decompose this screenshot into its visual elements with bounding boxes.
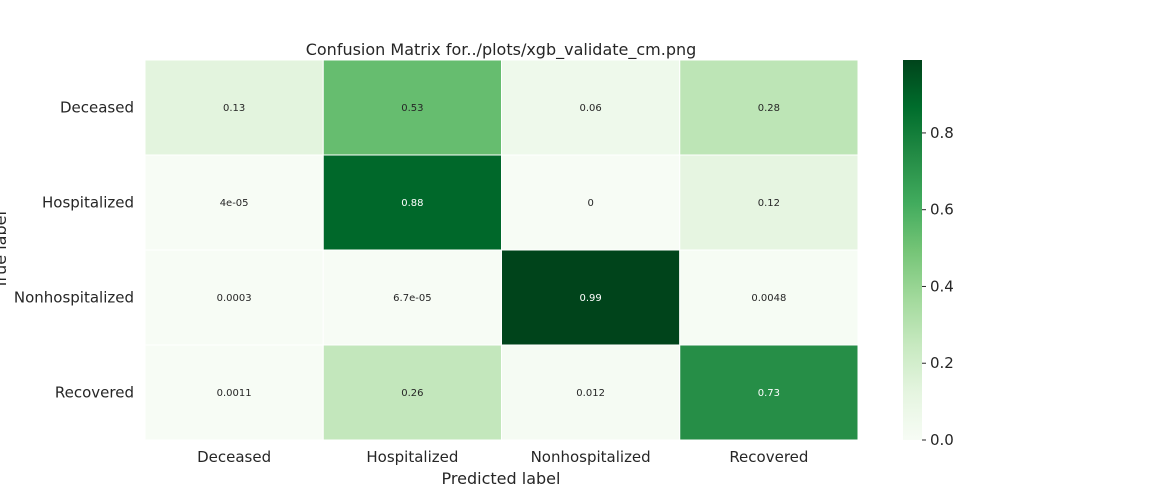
cell-value-label: 0.06 (579, 103, 601, 114)
x-tick-labels: Deceased Hospitalized Nonhospitalized Recov… (197, 448, 808, 466)
heatmap-cell (322, 344, 502, 441)
cell-value-label: 6.7e-05 (393, 293, 431, 304)
y-tick-label: Recovered (55, 384, 134, 402)
heatmap-cell (501, 59, 681, 156)
y-tick-label: Deceased (60, 99, 134, 117)
heatmap-cell (679, 59, 859, 156)
cell-value-label: 0.0003 (217, 293, 252, 304)
x-axis-label: Predicted label (442, 469, 561, 488)
heatmap-cell (501, 344, 681, 441)
heatmap-cell (144, 154, 324, 251)
colorbar (903, 60, 922, 440)
colorbar-tick-label: 0.2 (930, 354, 954, 372)
heatmap-cell (679, 344, 859, 441)
cell-value-label: 0.53 (401, 103, 423, 114)
cell-value-label: 4e-05 (220, 198, 249, 209)
colorbar-tick-label: 0.6 (930, 201, 954, 219)
heatmap-cell (679, 154, 859, 251)
cell-value-label: 0.73 (758, 388, 780, 399)
y-tick-labels: Deceased Hospitalized Nonhospitalized Recov… (14, 99, 134, 402)
cell-value-label: 0.12 (758, 198, 780, 209)
cell-value-label: 0.88 (401, 198, 423, 209)
x-tick-label: Hospitalized (366, 448, 458, 466)
colorbar-tick-label: 0.8 (930, 124, 954, 142)
y-tick-label: Nonhospitalized (14, 289, 134, 307)
cell-value-label: 0.0011 (217, 388, 252, 399)
x-tick-label: Recovered (729, 448, 808, 466)
heatmap-cells: 0.13 0.53 0.06 0.28 4e-05 0.88 0 0.12 0.0003 6.7e… (144, 59, 859, 441)
cell-value-label: 0.012 (576, 388, 605, 399)
heatmap-cell (144, 59, 324, 156)
cell-value-label: 0.0048 (751, 293, 786, 304)
colorbar-tick-label: 0.0 (930, 431, 954, 449)
heatmap-cell (679, 249, 859, 346)
y-axis-label: True label (0, 211, 10, 290)
cell-value-label: 0.99 (579, 293, 601, 304)
cell-value-label: 0.13 (223, 103, 245, 114)
cell-value-label: 0.26 (401, 388, 423, 399)
x-tick-label: Deceased (197, 448, 271, 466)
x-tick-label: Nonhospitalized (531, 448, 651, 466)
heatmap-cell (144, 344, 324, 441)
y-tick-label: Hospitalized (42, 194, 134, 212)
chart-title: Confusion Matrix for../plots/xgb_validat… (306, 40, 697, 60)
colorbar-tick-label: 0.4 (930, 277, 954, 295)
heatmap-cell (322, 59, 502, 156)
colorbar-ticks: 0.0 0.2 0.4 0.6 0.8 (922, 124, 954, 449)
heatmap-cell (322, 154, 502, 251)
cell-value-label: 0 (587, 198, 593, 209)
cell-value-label: 0.28 (758, 103, 780, 114)
heatmap-cell (322, 249, 502, 346)
